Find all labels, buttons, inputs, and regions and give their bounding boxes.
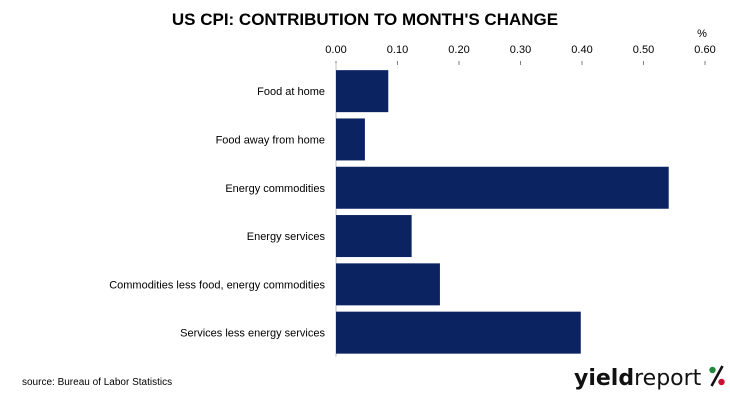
bar bbox=[336, 70, 389, 113]
x-tick-label: 0.30 bbox=[510, 44, 531, 56]
category-label: Energy commodities bbox=[225, 183, 325, 195]
bar bbox=[336, 118, 365, 161]
yieldreport-logo: yieldreport bbox=[574, 364, 726, 392]
category-labels: Food at home Food away from home Energy co… bbox=[109, 86, 326, 340]
x-tick-label: 0.00 bbox=[325, 44, 346, 56]
x-tick-label: 0.60 bbox=[694, 44, 715, 56]
logo-yield: yield bbox=[574, 366, 635, 391]
category-label: Energy services bbox=[247, 231, 326, 243]
bar bbox=[336, 263, 440, 306]
x-tick-label: 0.50 bbox=[633, 44, 654, 56]
chart-title: US CPI: CONTRIBUTION TO MONTH'S CHANGE bbox=[171, 10, 559, 29]
category-label: Commodities less food, energy commoditie… bbox=[109, 279, 325, 291]
x-axis: 0.00 0.10 0.20 0.30 0.40 0.50 0.60 bbox=[325, 44, 716, 65]
source-note: source: Bureau of Labor Statistics bbox=[22, 377, 173, 388]
bar bbox=[336, 311, 581, 354]
category-label: Food at home bbox=[257, 86, 325, 98]
x-tick-label: 0.40 bbox=[571, 44, 592, 56]
bars bbox=[335, 63, 669, 357]
unit-label: % bbox=[697, 28, 707, 40]
logo-percent-icon bbox=[708, 365, 726, 391]
category-label: Food away from home bbox=[216, 134, 325, 146]
bar bbox=[336, 215, 412, 258]
x-tick-label: 0.20 bbox=[448, 44, 469, 56]
x-tick-label: 0.10 bbox=[387, 44, 408, 56]
logo-report: report bbox=[634, 366, 702, 391]
bar bbox=[336, 166, 669, 209]
category-label: Services less energy services bbox=[180, 328, 325, 340]
